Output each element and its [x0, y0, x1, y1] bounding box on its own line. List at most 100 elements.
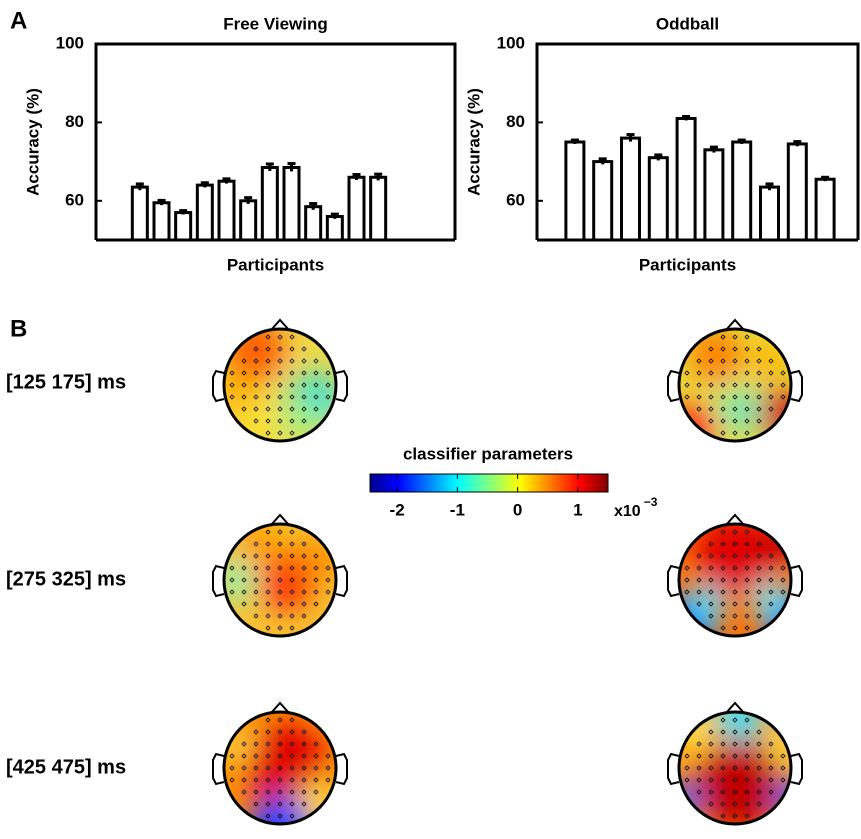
electrode — [301, 382, 307, 388]
electrode — [732, 753, 738, 759]
electrode — [241, 553, 247, 559]
axes-frame — [535, 42, 860, 240]
electrode — [720, 717, 726, 723]
electrode — [780, 394, 786, 400]
electrode — [265, 765, 271, 771]
electrode — [229, 394, 235, 400]
electrode — [241, 753, 247, 759]
electrode — [720, 553, 726, 559]
electrode — [265, 801, 271, 807]
bar — [282, 165, 301, 242]
electrode — [708, 406, 714, 412]
electrode — [301, 765, 307, 771]
electrode — [277, 553, 283, 559]
nose — [725, 701, 745, 714]
electrode — [229, 382, 235, 388]
electrode — [265, 394, 271, 400]
electrode — [325, 753, 331, 759]
electrode — [744, 577, 750, 583]
y-tick-label: 80 — [65, 112, 84, 131]
electrode — [720, 577, 726, 583]
electrode — [732, 813, 738, 819]
y-tick-label: 100 — [497, 33, 525, 52]
time-window: [425 475] ms — [6, 756, 126, 778]
electrode — [301, 370, 307, 376]
electrode — [720, 625, 726, 631]
nose — [270, 318, 290, 331]
electrode — [289, 553, 295, 559]
electrode — [756, 729, 762, 735]
electrode — [744, 382, 750, 388]
electrode — [696, 370, 702, 376]
electrode — [325, 777, 331, 783]
electrode — [744, 741, 750, 747]
electrode — [696, 753, 702, 759]
electrode — [732, 565, 738, 571]
electrode — [744, 346, 750, 352]
electrode — [708, 418, 714, 424]
electrode — [768, 601, 774, 607]
electrode — [684, 589, 690, 595]
multiplier: x10 — [614, 503, 641, 520]
electrode — [325, 565, 331, 571]
electrode — [720, 601, 726, 607]
electrode — [756, 394, 762, 400]
electrode — [756, 589, 762, 595]
electrode — [277, 577, 283, 583]
electrode — [253, 741, 259, 747]
electrode — [289, 565, 295, 571]
electrode — [708, 777, 714, 783]
ear — [667, 369, 680, 403]
electrode — [301, 741, 307, 747]
electrode — [241, 370, 247, 376]
electrode — [708, 753, 714, 759]
electrode — [277, 334, 283, 340]
electrode — [732, 430, 738, 436]
electrode — [768, 741, 774, 747]
electrode — [696, 553, 702, 559]
topomap — [224, 524, 336, 636]
electrode — [732, 589, 738, 595]
electrode — [744, 370, 750, 376]
topomaps — [212, 318, 803, 826]
electrode — [744, 717, 750, 723]
electrode — [277, 430, 283, 436]
chart-title: Oddball — [656, 14, 719, 33]
electrode — [720, 394, 726, 400]
electrode — [696, 565, 702, 571]
electrode — [732, 358, 738, 364]
electrode — [289, 430, 295, 436]
time-window: [275 325] ms — [6, 568, 126, 590]
bar — [703, 148, 725, 242]
electrode — [744, 777, 750, 783]
electrode — [708, 382, 714, 388]
bar — [814, 177, 836, 242]
electrode — [768, 577, 774, 583]
electrode — [756, 601, 762, 607]
electrode — [289, 777, 295, 783]
bar — [152, 201, 171, 242]
electrode — [253, 577, 259, 583]
electrode — [241, 394, 247, 400]
nose — [725, 513, 745, 526]
electrode — [708, 370, 714, 376]
blob — [685, 585, 725, 625]
electrode — [253, 370, 259, 376]
electrode — [780, 565, 786, 571]
electrode — [744, 406, 750, 412]
electrode — [744, 729, 750, 735]
electrode — [732, 418, 738, 424]
electrode — [301, 565, 307, 571]
blob — [224, 725, 255, 765]
electrode — [301, 418, 307, 424]
electrode — [313, 753, 319, 759]
colorbar-label: classifier parameters — [403, 444, 573, 463]
electrode — [325, 765, 331, 771]
blob — [246, 796, 314, 824]
colorbar — [369, 473, 609, 493]
electrode — [277, 717, 283, 723]
electrode — [325, 394, 331, 400]
electrode — [265, 334, 271, 340]
electrode — [768, 765, 774, 771]
electrode — [720, 370, 726, 376]
